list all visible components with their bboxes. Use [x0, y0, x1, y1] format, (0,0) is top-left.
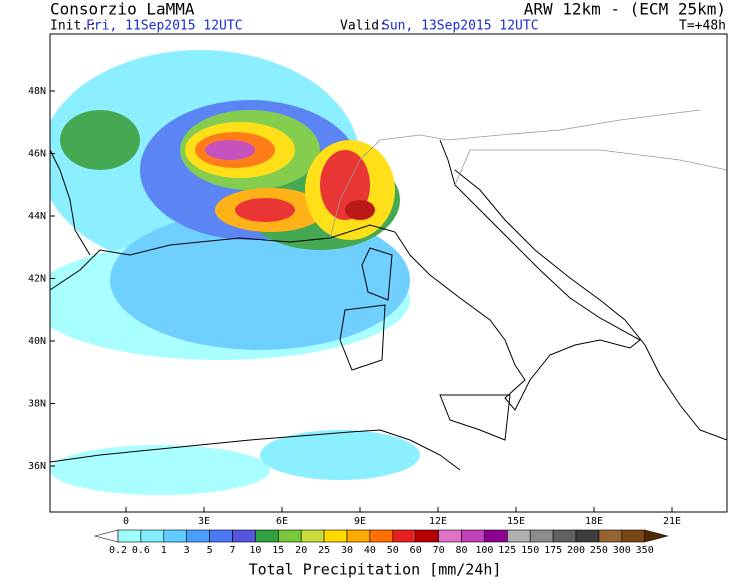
lat-label: 44N: [28, 211, 46, 222]
right-title: ARW 12km - (ECM 25km): [524, 0, 726, 19]
colorbar-label: 10: [249, 545, 261, 556]
lon-label: 9E: [354, 516, 366, 527]
colorbar-label: 150: [521, 545, 539, 556]
colorbar-swatch: [484, 529, 508, 543]
colorbar-swatch: [369, 529, 394, 543]
lon-label: 3E: [198, 516, 210, 527]
colorbar-label: 300: [613, 545, 631, 556]
colorbar-label: 30: [341, 545, 353, 556]
colorbar-label: 250: [590, 545, 608, 556]
init-value: Fri, 11Sep2015 12UTC: [86, 19, 243, 34]
colorbar-swatch: [438, 529, 462, 543]
valid-value: Sun, 13Sep2015 12UTC: [382, 19, 539, 34]
colorbar-swatch: [323, 529, 348, 543]
colorbar-label: 25: [318, 545, 330, 556]
colorbar-swatch: [255, 529, 279, 543]
colorbar-swatch: [506, 529, 531, 543]
lat-label: 40N: [28, 336, 46, 347]
colorbar-swatch: [277, 529, 302, 543]
colorbar-swatch: [93, 529, 119, 543]
colorbar-label: 100: [475, 545, 493, 556]
colorbar-label: 5: [207, 545, 213, 556]
colorbar-label: 0.6: [132, 545, 150, 556]
colorbar-swatch: [392, 529, 416, 543]
map: [49, 33, 728, 513]
lon-label: 18E: [585, 516, 603, 527]
colorbar-swatch: [300, 529, 325, 543]
colorbar-label: 3: [184, 545, 190, 556]
colorbar-swatch: [209, 529, 233, 543]
left-title: Consorzio LaMMA: [50, 0, 195, 19]
valid-label: Valid:: [340, 19, 387, 34]
colorbar-label: 200: [567, 545, 585, 556]
coastlines: [50, 139, 727, 471]
lon-label: 15E: [507, 516, 525, 527]
lat-label: 46N: [28, 149, 46, 160]
colorbar-swatch: [346, 529, 371, 543]
lon-label: 12E: [429, 516, 447, 527]
lon-label: 6E: [276, 516, 288, 527]
colorbar-label: 20: [295, 545, 307, 556]
colorbar-swatch: [163, 529, 188, 543]
lon-label: 0: [123, 516, 129, 527]
lat-label: 48N: [28, 86, 46, 97]
colorbar-swatch: [644, 529, 669, 543]
colorbar-label: 7: [229, 545, 235, 556]
lat-label: 42N: [28, 274, 46, 285]
colorbar-swatch: [552, 529, 577, 543]
map-frame: [49, 33, 728, 513]
init-label: Init.:: [50, 19, 97, 34]
colorbar-swatch: [140, 529, 165, 543]
colorbar-swatch: [232, 529, 256, 543]
colorbar-label: 50: [387, 545, 399, 556]
lat-label: 38N: [28, 399, 46, 410]
colorbar-label: 125: [498, 545, 516, 556]
colorbar-label: 15: [272, 545, 284, 556]
colorbar-label: 60: [410, 545, 422, 556]
lon-label: 21E: [663, 516, 681, 527]
colorbar-label: 1: [161, 545, 167, 556]
colorbar-label: 350: [636, 545, 654, 556]
colorbar-label: 80: [455, 545, 467, 556]
colorbar-label: 70: [433, 545, 445, 556]
lat-label: 36N: [28, 461, 46, 472]
step: T=+48h: [679, 19, 726, 34]
colorbar-swatch: [117, 529, 142, 543]
colorbar-label: 0.2: [109, 545, 127, 556]
colorbar-label: 40: [364, 545, 376, 556]
colorbar-swatch: [621, 529, 645, 543]
precipitation: [50, 50, 420, 495]
colorbar-swatch: [529, 529, 554, 543]
colorbar-swatch: [598, 529, 623, 543]
borders: [329, 109, 727, 239]
colorbar-swatch: [186, 529, 210, 543]
colorbar-swatch: [461, 529, 485, 543]
colorbar-title: Total Precipitation [mm/24h]: [249, 561, 502, 579]
colorbar-swatch: [575, 529, 600, 543]
colorbar-swatch: [415, 529, 439, 543]
colorbar-label: 175: [544, 545, 562, 556]
